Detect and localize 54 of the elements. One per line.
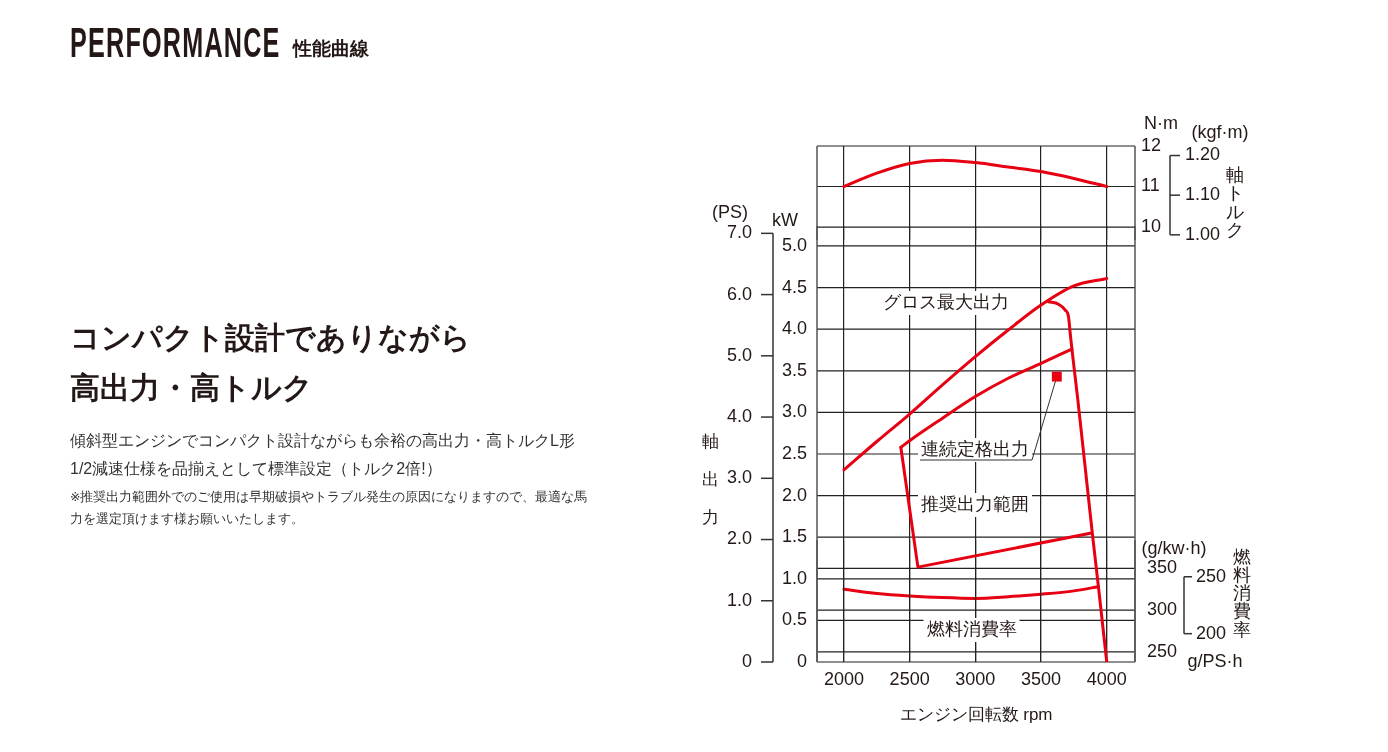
y-tick-label: 10 xyxy=(1141,216,1162,236)
y2-tick-label: 250 xyxy=(1196,565,1227,586)
annotation: 連続定格出力 xyxy=(921,438,1029,459)
y2-axis-title: (kgf·m) xyxy=(1191,122,1249,143)
y2-tick-label: 5.0 xyxy=(726,344,752,365)
y-axis-title: kW xyxy=(772,209,798,230)
y2-tick-label: 0 xyxy=(741,650,752,671)
y-axis-title: (g/kw·h) xyxy=(1141,538,1207,559)
annotation: 推奨出力範囲 xyxy=(921,493,1029,514)
text: ※推奨出力範囲外でのご使用は早期破損やトラブル発生の原因になりますので、最適な馬力を選定頂けます様お願いいたします。 xyxy=(70,489,589,528)
y-tick-label: 3.5 xyxy=(781,359,807,380)
y-tick-label: 1.5 xyxy=(781,526,807,547)
y-tick-label: 350 xyxy=(1147,557,1178,578)
text: 軸出力 xyxy=(702,430,719,530)
y-tick-label: 2.0 xyxy=(781,484,807,505)
x-tick-label: 3500 xyxy=(1021,668,1062,689)
y-tick-label: 4.5 xyxy=(781,276,807,297)
text: 傾斜型エンジンでコンパクト設計ながらも余裕の高出力・高トルクL形1/2減速仕様を品揃えとして標準設定（トルク2倍!） xyxy=(70,431,576,479)
y-tick-label: 5.0 xyxy=(781,234,807,255)
x-tick-label: 3000 xyxy=(955,668,996,689)
annotation: グロス最大出力 xyxy=(883,291,1009,312)
y2-tick-label: 200 xyxy=(1196,622,1227,643)
y2-tick-label: 3.0 xyxy=(726,467,752,488)
y-axis-title: N·m xyxy=(1144,112,1178,133)
y-tick-label: 1.0 xyxy=(781,567,807,588)
y2-tick-label: 7.0 xyxy=(726,222,752,243)
text: 性能曲線 xyxy=(293,37,369,61)
x-tick-label: 4000 xyxy=(1086,668,1127,689)
y-tick-label: 300 xyxy=(1147,599,1178,620)
y2-axis-title: (PS) xyxy=(712,202,748,223)
y-tick-label: 250 xyxy=(1147,640,1178,661)
y2-tick-label: 2.0 xyxy=(726,528,752,549)
y-tick-label: 0.5 xyxy=(781,609,807,630)
text: PERFORMANCE xyxy=(70,19,281,67)
text: コンパクト設計でありながら高出力・高トルク xyxy=(70,320,472,406)
y2-tick-label: 1.20 xyxy=(1185,144,1221,165)
y2-tick-label: 6.0 xyxy=(726,283,752,304)
y-tick-label: 0 xyxy=(796,650,807,671)
y2-tick-label: 1.10 xyxy=(1185,184,1221,205)
y-tick-label: 4.0 xyxy=(781,318,807,339)
y-tick-label: 2.5 xyxy=(781,442,807,463)
y2-axis-title: g/PS·h xyxy=(1187,650,1243,671)
y-tick-label: 12 xyxy=(1141,134,1162,155)
text: 燃料消費率 xyxy=(1233,546,1251,640)
x-tick-label: 2500 xyxy=(889,668,930,689)
y-tick-label: 11 xyxy=(1141,175,1160,196)
y2-tick-label: 1.00 xyxy=(1185,223,1221,244)
y-tick-label: 3.0 xyxy=(781,401,807,422)
y2-tick-label: 4.0 xyxy=(726,406,752,427)
x-tick-label: 2000 xyxy=(823,668,864,689)
annotation: 燃料消費率 xyxy=(926,618,1017,639)
text: 軸トルク xyxy=(1226,164,1244,241)
x-axis-title: エンジン回転数 rpm xyxy=(899,705,1053,725)
y2-tick-label: 1.0 xyxy=(726,589,752,610)
